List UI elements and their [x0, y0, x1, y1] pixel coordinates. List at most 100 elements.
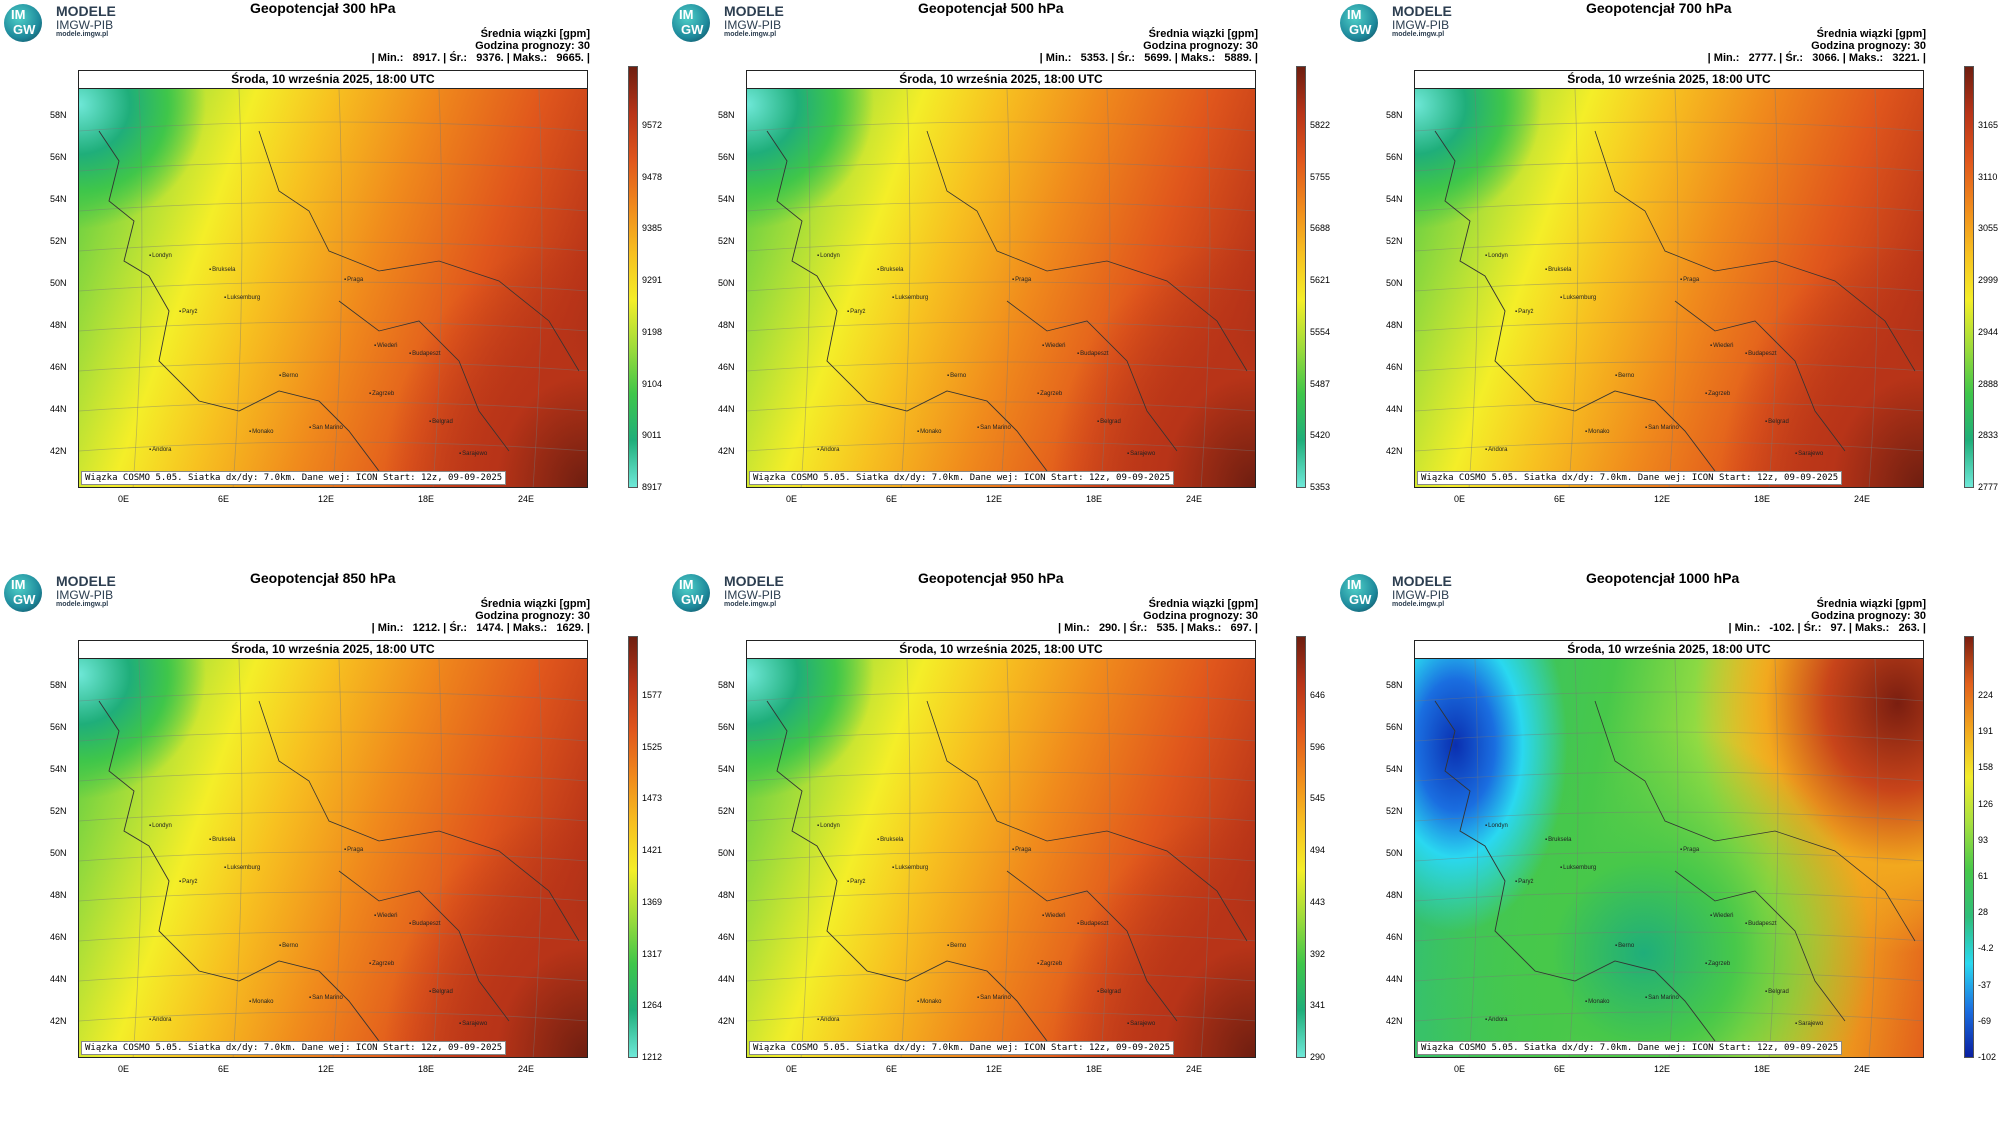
lat-tick-label: 52N — [50, 806, 67, 816]
lon-tick-label: 24E — [1186, 494, 1203, 504]
city-label: Berno — [1615, 373, 1634, 379]
lat-tick-label: 44N — [718, 974, 735, 984]
city-label: Andora — [817, 1017, 839, 1023]
city-label: Berno — [279, 943, 298, 949]
city-label: Sarajewo — [1127, 451, 1155, 457]
colorbar-tick-label: 9572 — [642, 120, 663, 130]
city-label: Zagrzeb — [1705, 391, 1730, 397]
logo-url: modele.imgw.pl — [56, 31, 109, 38]
info-unit: Średnia wiązki [gpm] — [480, 598, 590, 610]
lat-tick-label: 46N — [50, 932, 67, 942]
info-unit: Średnia wiązki [gpm] — [1816, 598, 1926, 610]
logo-subtitle: IMGW-PIB — [724, 18, 782, 32]
info-forecast-hour: Godzina prognozy: 30 — [1143, 40, 1258, 52]
map-overlay-lines — [79, 658, 587, 1057]
logo-url: modele.imgw.pl — [724, 31, 777, 38]
lat-tick-label: 42N — [50, 446, 67, 456]
imgw-logo: IM GW MODELE IMGW-PIB modele.imgw.pl — [668, 0, 818, 46]
lat-tick-label: 48N — [1386, 890, 1403, 900]
colorbar-tick-label: 9104 — [642, 379, 663, 389]
logo-badge-top: IM — [11, 577, 26, 592]
logo-badge-top: IM — [679, 7, 694, 22]
colorbar-tick-label: -4.2 — [1978, 943, 1994, 953]
city-label: San Marino — [309, 425, 343, 431]
lat-tick-label: 52N — [50, 236, 67, 246]
city-label: San Marino — [309, 995, 343, 1001]
city-label: Bruksela — [209, 837, 235, 843]
city-label: Luksemburg — [1560, 295, 1596, 301]
map-panel-2: IM GW MODELE IMGW-PIB modele.imgw.pl Geo… — [668, 0, 1331, 560]
model-footer: Wiązka COSMO 5.05. Siatka dx/dy: 7.0km. … — [1417, 471, 1843, 485]
logo-badge-bottom: GW — [1349, 592, 1372, 607]
colorbar-tick-label: 1525 — [642, 742, 663, 752]
lat-tick-label: 48N — [718, 890, 735, 900]
lon-tick-label: 12E — [986, 494, 1003, 504]
panel-info: Średnia wiązki [gpm] Godzina prognozy: 3… — [1728, 598, 1926, 634]
colorbar-tick-label: 191 — [1978, 726, 1994, 736]
lon-tick-label: 6E — [218, 1064, 230, 1074]
imgw-logo: IM GW MODELE IMGW-PIB modele.imgw.pl — [1336, 570, 1486, 616]
city-label: Praga — [1680, 277, 1699, 283]
info-forecast-hour: Godzina prognozy: 30 — [1143, 610, 1258, 622]
logo-title: MODELE — [724, 573, 784, 589]
lat-tick-label: 44N — [1386, 404, 1403, 414]
lon-tick-label: 6E — [218, 494, 230, 504]
map-panel-6: IM GW MODELE IMGW-PIB modele.imgw.pl Geo… — [1336, 570, 1996, 1130]
city-label: Praga — [1680, 847, 1699, 853]
lon-tick-label: 0E — [118, 1064, 130, 1074]
map-panel-5: IM GW MODELE IMGW-PIB modele.imgw.pl Geo… — [668, 570, 1328, 1130]
forecast-map: Środa, 10 września 2025, 18:00 UTC Londy… — [746, 70, 1256, 488]
logo-badge-bottom: GW — [13, 592, 36, 607]
city-label: Monako — [1585, 429, 1609, 435]
colorbar-tick-label: 1317 — [642, 949, 663, 959]
lon-tick-label: 12E — [986, 1064, 1003, 1074]
colorbar-tick-label: 2777 — [1978, 482, 1999, 492]
colorbar-tick-label: 1264 — [642, 1000, 663, 1010]
city-label: Zagrzeb — [1705, 961, 1730, 967]
city-label: Wiedeń — [374, 913, 397, 919]
lat-tick-label: 42N — [50, 1016, 67, 1026]
model-footer: Wiązka COSMO 5.05. Siatka dx/dy: 7.0km. … — [749, 471, 1175, 485]
info-forecast-hour: Godzina prognozy: 30 — [475, 610, 590, 622]
lon-tick-label: 24E — [1854, 494, 1871, 504]
lon-tick-label: 24E — [518, 1064, 535, 1074]
lat-tick-label: 58N — [1386, 110, 1403, 120]
city-label: Londyn — [817, 253, 840, 259]
lat-tick-label: 56N — [50, 722, 67, 732]
logo-subtitle: IMGW-PIB — [56, 588, 114, 602]
colorbar-tick-label: 5688 — [1310, 223, 1331, 233]
panel-info: Średnia wiązki [gpm] Godzina prognozy: 3… — [372, 598, 590, 634]
colorbar — [628, 66, 638, 488]
lat-tick-label: 50N — [50, 848, 67, 858]
logo-title: MODELE — [1392, 573, 1452, 589]
info-stats: | Min.: 2777. | Śr.: 3066. | Maks.: 3221… — [1707, 52, 1926, 64]
forecast-map: Środa, 10 września 2025, 18:00 UTC Londy… — [1414, 70, 1924, 488]
map-panel-1: IM GW MODELE IMGW-PIB modele.imgw.pl Geo… — [0, 0, 663, 560]
info-forecast-hour: Godzina prognozy: 30 — [475, 40, 590, 52]
colorbar — [1296, 636, 1306, 1058]
forecast-date: Środa, 10 września 2025, 18:00 UTC — [747, 641, 1255, 659]
city-label: Wiedeń — [374, 343, 397, 349]
city-label: Londyn — [1485, 823, 1508, 829]
logo-title: MODELE — [56, 573, 116, 589]
colorbar-tick-label: 5755 — [1310, 172, 1331, 182]
colorbar — [1296, 66, 1306, 488]
logo-title: MODELE — [724, 3, 784, 19]
lat-tick-label: 46N — [718, 932, 735, 942]
lon-tick-label: 18E — [418, 1064, 435, 1074]
city-label: San Marino — [977, 995, 1011, 1001]
lon-tick-label: 0E — [1454, 494, 1466, 504]
city-label: Budapeszt — [409, 921, 440, 927]
colorbar-tick-label: 1473 — [642, 793, 663, 803]
city-label: Budapeszt — [1077, 351, 1108, 357]
info-stats: | Min.: 5353. | Śr.: 5699. | Maks.: 5889… — [1039, 52, 1258, 64]
colorbar-tick-label: 646 — [1310, 690, 1326, 700]
lat-tick-label: 56N — [718, 722, 735, 732]
colorbar-tick-label: 9385 — [642, 223, 663, 233]
lat-tick-label: 50N — [1386, 278, 1403, 288]
lon-tick-label: 24E — [1854, 1064, 1871, 1074]
city-label: Sarajewo — [1795, 1021, 1823, 1027]
city-label: Londyn — [149, 253, 172, 259]
city-label: Wiedeń — [1710, 343, 1733, 349]
city-label: Berno — [1615, 943, 1634, 949]
